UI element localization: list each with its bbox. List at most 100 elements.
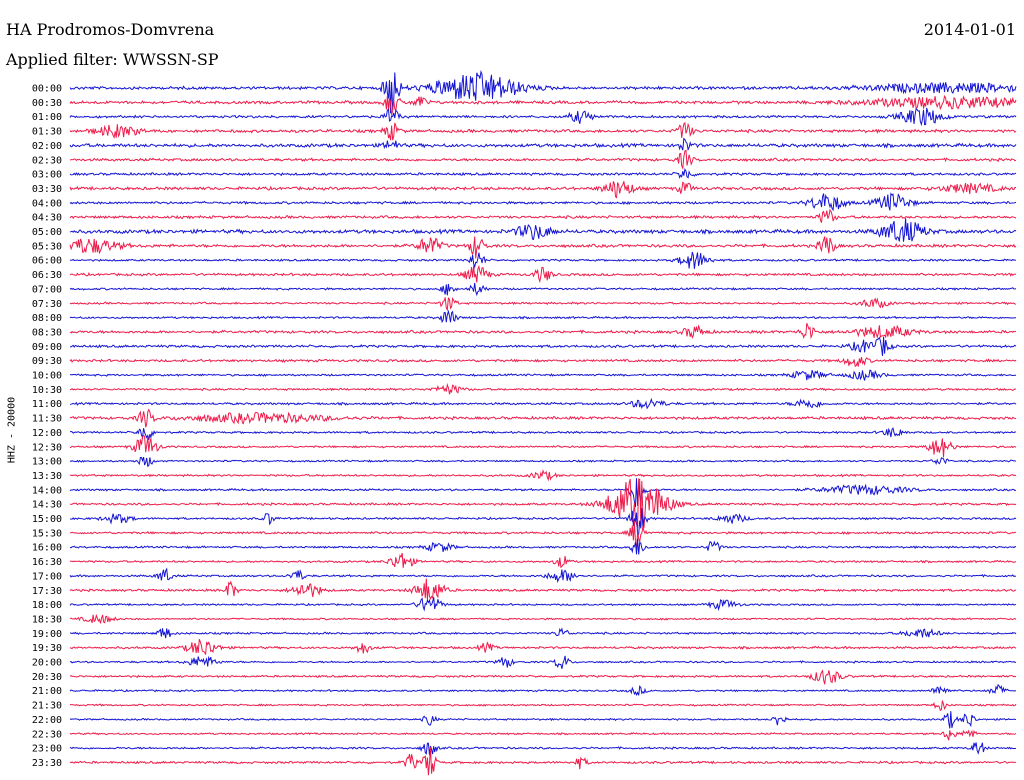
time-label-0600: 06:00 xyxy=(32,256,62,267)
time-label-1000: 10:00 xyxy=(32,371,62,382)
trace-0600 xyxy=(69,251,1017,269)
trace-0400 xyxy=(69,192,1017,212)
time-label-0400: 04:00 xyxy=(32,198,62,209)
time-label-0030: 00:30 xyxy=(32,98,62,109)
time-label-0530: 05:30 xyxy=(32,241,62,252)
time-label-0630: 06:30 xyxy=(32,270,62,281)
trace-1200 xyxy=(69,427,1016,441)
time-label-0330: 03:30 xyxy=(32,184,62,195)
time-label-2030: 20:30 xyxy=(32,672,62,683)
trace-1100 xyxy=(69,397,1017,410)
trace-2200 xyxy=(69,711,1017,729)
trace-1500 xyxy=(69,508,1017,537)
trace-1630 xyxy=(69,552,1017,569)
record-date: 2014-01-01 xyxy=(923,20,1016,39)
time-label-0830: 08:30 xyxy=(32,327,62,338)
time-label-2130: 21:30 xyxy=(32,701,62,712)
trace-1030 xyxy=(69,382,1017,395)
trace-1430 xyxy=(69,478,1017,529)
trace-0830 xyxy=(69,323,1017,340)
trace-1130 xyxy=(69,408,1017,428)
trace-1400 xyxy=(69,478,1017,508)
trace-0200 xyxy=(69,137,1017,152)
trace-0900 xyxy=(69,336,1017,356)
time-label-1830: 18:30 xyxy=(32,614,62,625)
time-label-1730: 17:30 xyxy=(32,586,62,597)
time-label-1300: 13:00 xyxy=(32,457,62,468)
trace-2100 xyxy=(69,683,1017,697)
trace-1930 xyxy=(69,639,1017,655)
trace-1330 xyxy=(69,469,1017,482)
time-label-2330: 23:30 xyxy=(32,758,62,769)
time-label-1930: 19:30 xyxy=(32,643,62,654)
time-label-0200: 02:00 xyxy=(32,141,62,152)
trace-2230 xyxy=(69,729,1017,741)
time-label-0100: 01:00 xyxy=(32,112,62,123)
station-title: HA Prodromos-Domvrena xyxy=(6,20,215,39)
time-label-0930: 09:30 xyxy=(32,356,62,367)
trace-1730 xyxy=(69,578,1016,601)
trace-0700 xyxy=(69,282,1017,297)
time-label-1530: 15:30 xyxy=(32,528,62,539)
time-label-0900: 09:00 xyxy=(32,342,62,353)
time-label-1430: 14:30 xyxy=(32,500,62,511)
trace-0330 xyxy=(69,181,1016,199)
trace-0730 xyxy=(69,296,1017,312)
time-label-0230: 02:30 xyxy=(32,155,62,166)
trace-2300 xyxy=(69,742,1016,756)
trace-1830 xyxy=(69,613,1017,624)
trace-0230 xyxy=(69,149,1017,171)
time-label-0730: 07:30 xyxy=(32,299,62,310)
time-label-1200: 12:00 xyxy=(32,428,62,439)
time-label-0800: 08:00 xyxy=(32,313,62,324)
trace-0000 xyxy=(69,69,1017,114)
time-label-1500: 15:00 xyxy=(32,514,62,525)
time-label-1630: 16:30 xyxy=(32,557,62,568)
trace-1800 xyxy=(69,597,1017,612)
trace-0800 xyxy=(69,309,1017,324)
time-label-1400: 14:00 xyxy=(32,485,62,496)
trace-1600 xyxy=(69,538,1017,555)
time-label-1800: 18:00 xyxy=(32,600,62,611)
time-label-1900: 19:00 xyxy=(32,629,62,640)
trace-1000 xyxy=(69,369,1017,381)
trace-0500 xyxy=(69,218,1017,242)
time-label-0700: 07:00 xyxy=(32,284,62,295)
time-labels: 00:00 00:30 01:00 01:30 02:00 02:30 03:00 03:30… xyxy=(32,84,62,769)
seismic-traces xyxy=(69,69,1017,776)
trace-0130 xyxy=(69,121,1017,141)
time-label-1330: 13:30 xyxy=(32,471,62,482)
trace-0100 xyxy=(69,107,1017,127)
time-label-1130: 11:30 xyxy=(32,414,62,425)
trace-0030 xyxy=(69,94,1017,115)
trace-1530 xyxy=(69,521,1017,549)
time-label-0500: 05:00 xyxy=(32,227,62,238)
time-label-2000: 20:00 xyxy=(32,658,62,669)
time-label-0430: 04:30 xyxy=(32,213,62,224)
trace-2330 xyxy=(69,747,1017,776)
time-label-0300: 03:00 xyxy=(32,170,62,181)
trace-1300 xyxy=(69,456,1017,468)
time-label-0000: 00:00 xyxy=(32,84,62,95)
time-label-0130: 01:30 xyxy=(32,127,62,138)
trace-0530 xyxy=(69,236,1017,259)
time-label-1600: 16:00 xyxy=(32,543,62,554)
trace-0930 xyxy=(69,357,1017,368)
time-label-2300: 23:00 xyxy=(32,744,62,755)
time-label-1230: 12:30 xyxy=(32,442,62,453)
time-label-1700: 17:00 xyxy=(32,571,62,582)
trace-2000 xyxy=(69,655,1017,669)
trace-1900 xyxy=(69,627,1017,639)
trace-1700 xyxy=(69,567,1017,584)
trace-1230 xyxy=(69,434,1017,458)
trace-2130 xyxy=(69,700,1017,712)
trace-2030 xyxy=(69,669,1017,685)
trace-0300 xyxy=(69,168,1017,179)
time-label-1100: 11:00 xyxy=(32,399,62,410)
time-label-2230: 22:30 xyxy=(32,729,62,740)
time-label-2100: 21:00 xyxy=(32,686,62,697)
time-label-2200: 22:00 xyxy=(32,715,62,726)
filter-label: Applied filter: WWSSN-SP xyxy=(6,50,219,69)
trace-0430 xyxy=(69,208,1017,223)
